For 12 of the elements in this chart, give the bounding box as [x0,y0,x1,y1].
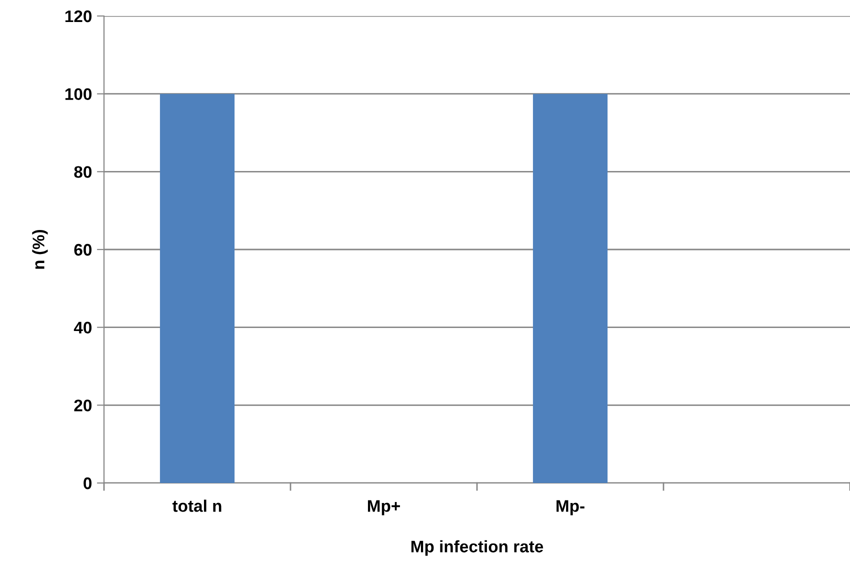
y-tick-label: 120 [65,10,92,22]
y-tick-label: 20 [74,400,92,412]
y-tick-label: 60 [74,244,92,256]
y-axis-title: n (%) [32,230,48,269]
y-tick-label: 80 [74,166,92,178]
x-tick-label: Mp- [556,500,584,516]
x-tick-label: Mp+ [368,500,400,516]
x-axis-title: Mp infection rate [411,540,544,556]
y-tick-label: 40 [74,322,92,334]
x-tick-label: total n [172,500,222,512]
y-tick-label: 0 [84,477,92,490]
y-tick-label: 100 [65,88,92,100]
